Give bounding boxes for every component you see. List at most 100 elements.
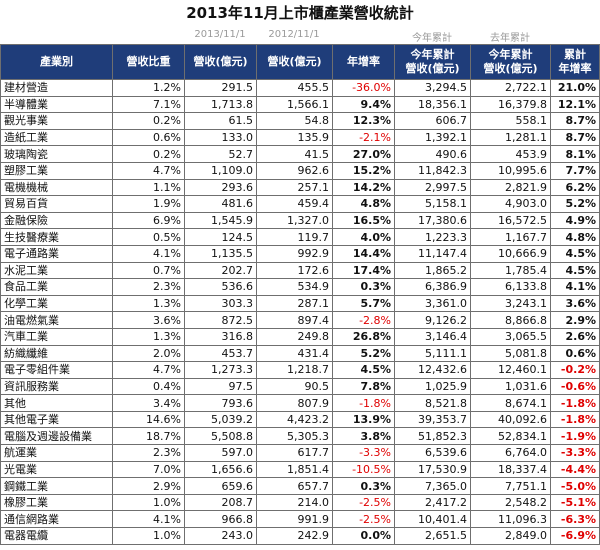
cell-yoy: -10.5% <box>332 460 395 479</box>
cell-ytd-2013: 1,392.1 <box>394 128 471 147</box>
table-row: 鋼鐵工業 2.9% 659.6 657.7 0.3% 7,365.0 7,751.1 -5.0… <box>0 477 600 495</box>
table-row: 電腦及週邊設備業 18.7% 5,508.8 5,305.3 3.8% 51,852.3 5… <box>0 427 600 446</box>
sub-label-ytd-2013: 今年累計 <box>412 33 452 44</box>
cell-rev-2012: 807.9 <box>256 394 333 412</box>
cell-rev-2012: 1,218.7 <box>256 361 333 379</box>
cell-ytd-2013: 17,530.9 <box>394 460 471 479</box>
cell-share: 14.6% <box>112 410 185 429</box>
cell-ytd-2012: 8,674.1 <box>470 394 551 412</box>
cell-rev-2013: 316.8 <box>184 327 257 346</box>
cell-ytd-2012: 10,666.9 <box>470 244 551 263</box>
cell-industry: 航運業 <box>0 444 113 462</box>
table-row: 汽車工業 1.3% 316.8 249.8 26.8% 3,146.4 3,065.5 2.6… <box>0 327 600 346</box>
cell-ytd-2013: 51,852.3 <box>394 427 471 446</box>
cell-cum-yoy: -6.3% <box>550 510 600 529</box>
cell-share: 3.6% <box>112 311 185 329</box>
revenue-table: 產業別 營收比重 營收(億元) 營收(億元) 年增率 今年累計 營收(億元) 今… <box>0 44 600 545</box>
cell-rev-2012: 249.8 <box>256 327 333 346</box>
cell-rev-2012: 41.5 <box>256 145 333 163</box>
table-row: 造紙工業 0.6% 133.0 135.9 -2.1% 1,392.1 1,281.1 8.7… <box>0 128 600 147</box>
cell-share: 4.1% <box>112 510 185 529</box>
cell-cum-yoy: 5.2% <box>550 195 600 213</box>
cell-yoy: 3.8% <box>332 427 395 446</box>
cell-rev-2012: 617.7 <box>256 444 333 462</box>
cell-rev-2013: 1,656.6 <box>184 460 257 479</box>
cell-cum-yoy: 0.6% <box>550 344 600 363</box>
cell-ytd-2013: 39,353.7 <box>394 410 471 429</box>
cell-ytd-2012: 2,722.1 <box>470 79 551 97</box>
cell-ytd-2012: 453.9 <box>470 145 551 163</box>
cell-rev-2012: 4,423.2 <box>256 410 333 429</box>
cell-rev-2012: 431.4 <box>256 344 333 363</box>
cell-yoy: -3.3% <box>332 444 395 462</box>
cell-industry: 紡織纖維 <box>0 344 113 363</box>
cell-rev-2013: 966.8 <box>184 510 257 529</box>
cell-rev-2013: 481.6 <box>184 195 257 213</box>
cell-yoy: 0.0% <box>332 527 395 545</box>
cell-yoy: 14.4% <box>332 244 395 263</box>
cell-ytd-2012: 6,133.8 <box>470 278 551 296</box>
cell-yoy: 26.8% <box>332 327 395 346</box>
cell-ytd-2012: 1,167.7 <box>470 228 551 246</box>
cell-ytd-2012: 2,548.2 <box>470 493 551 512</box>
cell-cum-yoy: 2.6% <box>550 327 600 346</box>
cell-yoy: 4.0% <box>332 228 395 246</box>
cell-ytd-2012: 40,092.6 <box>470 410 551 429</box>
cell-ytd-2012: 8,866.8 <box>470 311 551 329</box>
cell-rev-2013: 202.7 <box>184 261 257 280</box>
sub-label-2012-month: 2012/11/1 <box>268 29 320 40</box>
cell-cum-yoy: 8.7% <box>550 128 600 147</box>
cell-yoy: 5.2% <box>332 344 395 363</box>
cell-rev-2012: 90.5 <box>256 377 333 396</box>
cell-share: 2.3% <box>112 444 185 462</box>
cell-industry: 其他 <box>0 394 113 412</box>
table-row: 橡膠工業 1.0% 208.7 214.0 -2.5% 2,417.2 2,548.2 -5.… <box>0 493 600 512</box>
cell-ytd-2012: 16,572.5 <box>470 211 551 230</box>
cell-ytd-2012: 18,337.4 <box>470 460 551 479</box>
cell-share: 18.7% <box>112 427 185 446</box>
cell-rev-2013: 5,039.2 <box>184 410 257 429</box>
table-header-row: 產業別 營收比重 營收(億元) 營收(億元) 年增率 今年累計 營收(億元) 今… <box>0 44 600 80</box>
cell-yoy: 4.5% <box>332 361 395 379</box>
cell-industry: 食品工業 <box>0 278 113 296</box>
cell-industry: 電子通路業 <box>0 244 113 263</box>
cell-ytd-2013: 2,417.2 <box>394 493 471 512</box>
table-row: 電子通路業 4.1% 1,135.5 992.9 14.4% 11,147.4 10,666… <box>0 244 600 263</box>
cell-industry: 水泥工業 <box>0 261 113 280</box>
cell-yoy: -2.5% <box>332 493 395 512</box>
cell-share: 2.3% <box>112 278 185 296</box>
cell-rev-2012: 119.7 <box>256 228 333 246</box>
table-row: 電子零組件業 4.7% 1,273.3 1,218.7 4.5% 12,432.6 12,4… <box>0 361 600 379</box>
cell-yoy: -2.5% <box>332 510 395 529</box>
cell-yoy: 14.2% <box>332 178 395 197</box>
cell-rev-2013: 1,109.0 <box>184 161 257 180</box>
cell-industry: 塑膠工業 <box>0 161 113 180</box>
col-header-ytd-2013: 今年累計 營收(億元) <box>394 44 471 80</box>
cell-cum-yoy: 4.1% <box>550 278 600 296</box>
cell-share: 0.7% <box>112 261 185 280</box>
table-row: 觀光事業 0.2% 61.5 54.8 12.3% 606.7 558.1 8.7% <box>0 112 600 130</box>
cell-rev-2013: 1,713.8 <box>184 95 257 114</box>
cell-cum-yoy: 6.2% <box>550 178 600 197</box>
cell-rev-2012: 459.4 <box>256 195 333 213</box>
sub-label-2013-month: 2013/11/1 <box>194 29 246 40</box>
cell-industry: 電腦及週邊設備業 <box>0 427 113 446</box>
cell-rev-2013: 61.5 <box>184 112 257 130</box>
cell-rev-2013: 293.6 <box>184 178 257 197</box>
sub-label-ytd-2012: 去年累計 <box>490 33 530 44</box>
cell-ytd-2013: 3,146.4 <box>394 327 471 346</box>
cell-rev-2013: 659.6 <box>184 477 257 495</box>
cell-yoy: 5.7% <box>332 294 395 313</box>
cell-rev-2012: 1,851.4 <box>256 460 333 479</box>
cell-ytd-2013: 3,294.5 <box>394 79 471 97</box>
cell-share: 4.1% <box>112 244 185 263</box>
cell-rev-2013: 1,273.3 <box>184 361 257 379</box>
cell-ytd-2013: 1,865.2 <box>394 261 471 280</box>
table-row: 貿易百貨 1.9% 481.6 459.4 4.8% 5,158.1 4,903.0 5.2% <box>0 195 600 213</box>
col-header-rev-2013: 營收(億元) <box>184 44 257 80</box>
cell-cum-yoy: -0.6% <box>550 377 600 396</box>
cell-share: 1.3% <box>112 327 185 346</box>
cell-cum-yoy: 8.7% <box>550 112 600 130</box>
table-row: 塑膠工業 4.7% 1,109.0 962.6 15.2% 11,842.3 10,995.… <box>0 161 600 180</box>
cell-industry: 玻璃陶瓷 <box>0 145 113 163</box>
